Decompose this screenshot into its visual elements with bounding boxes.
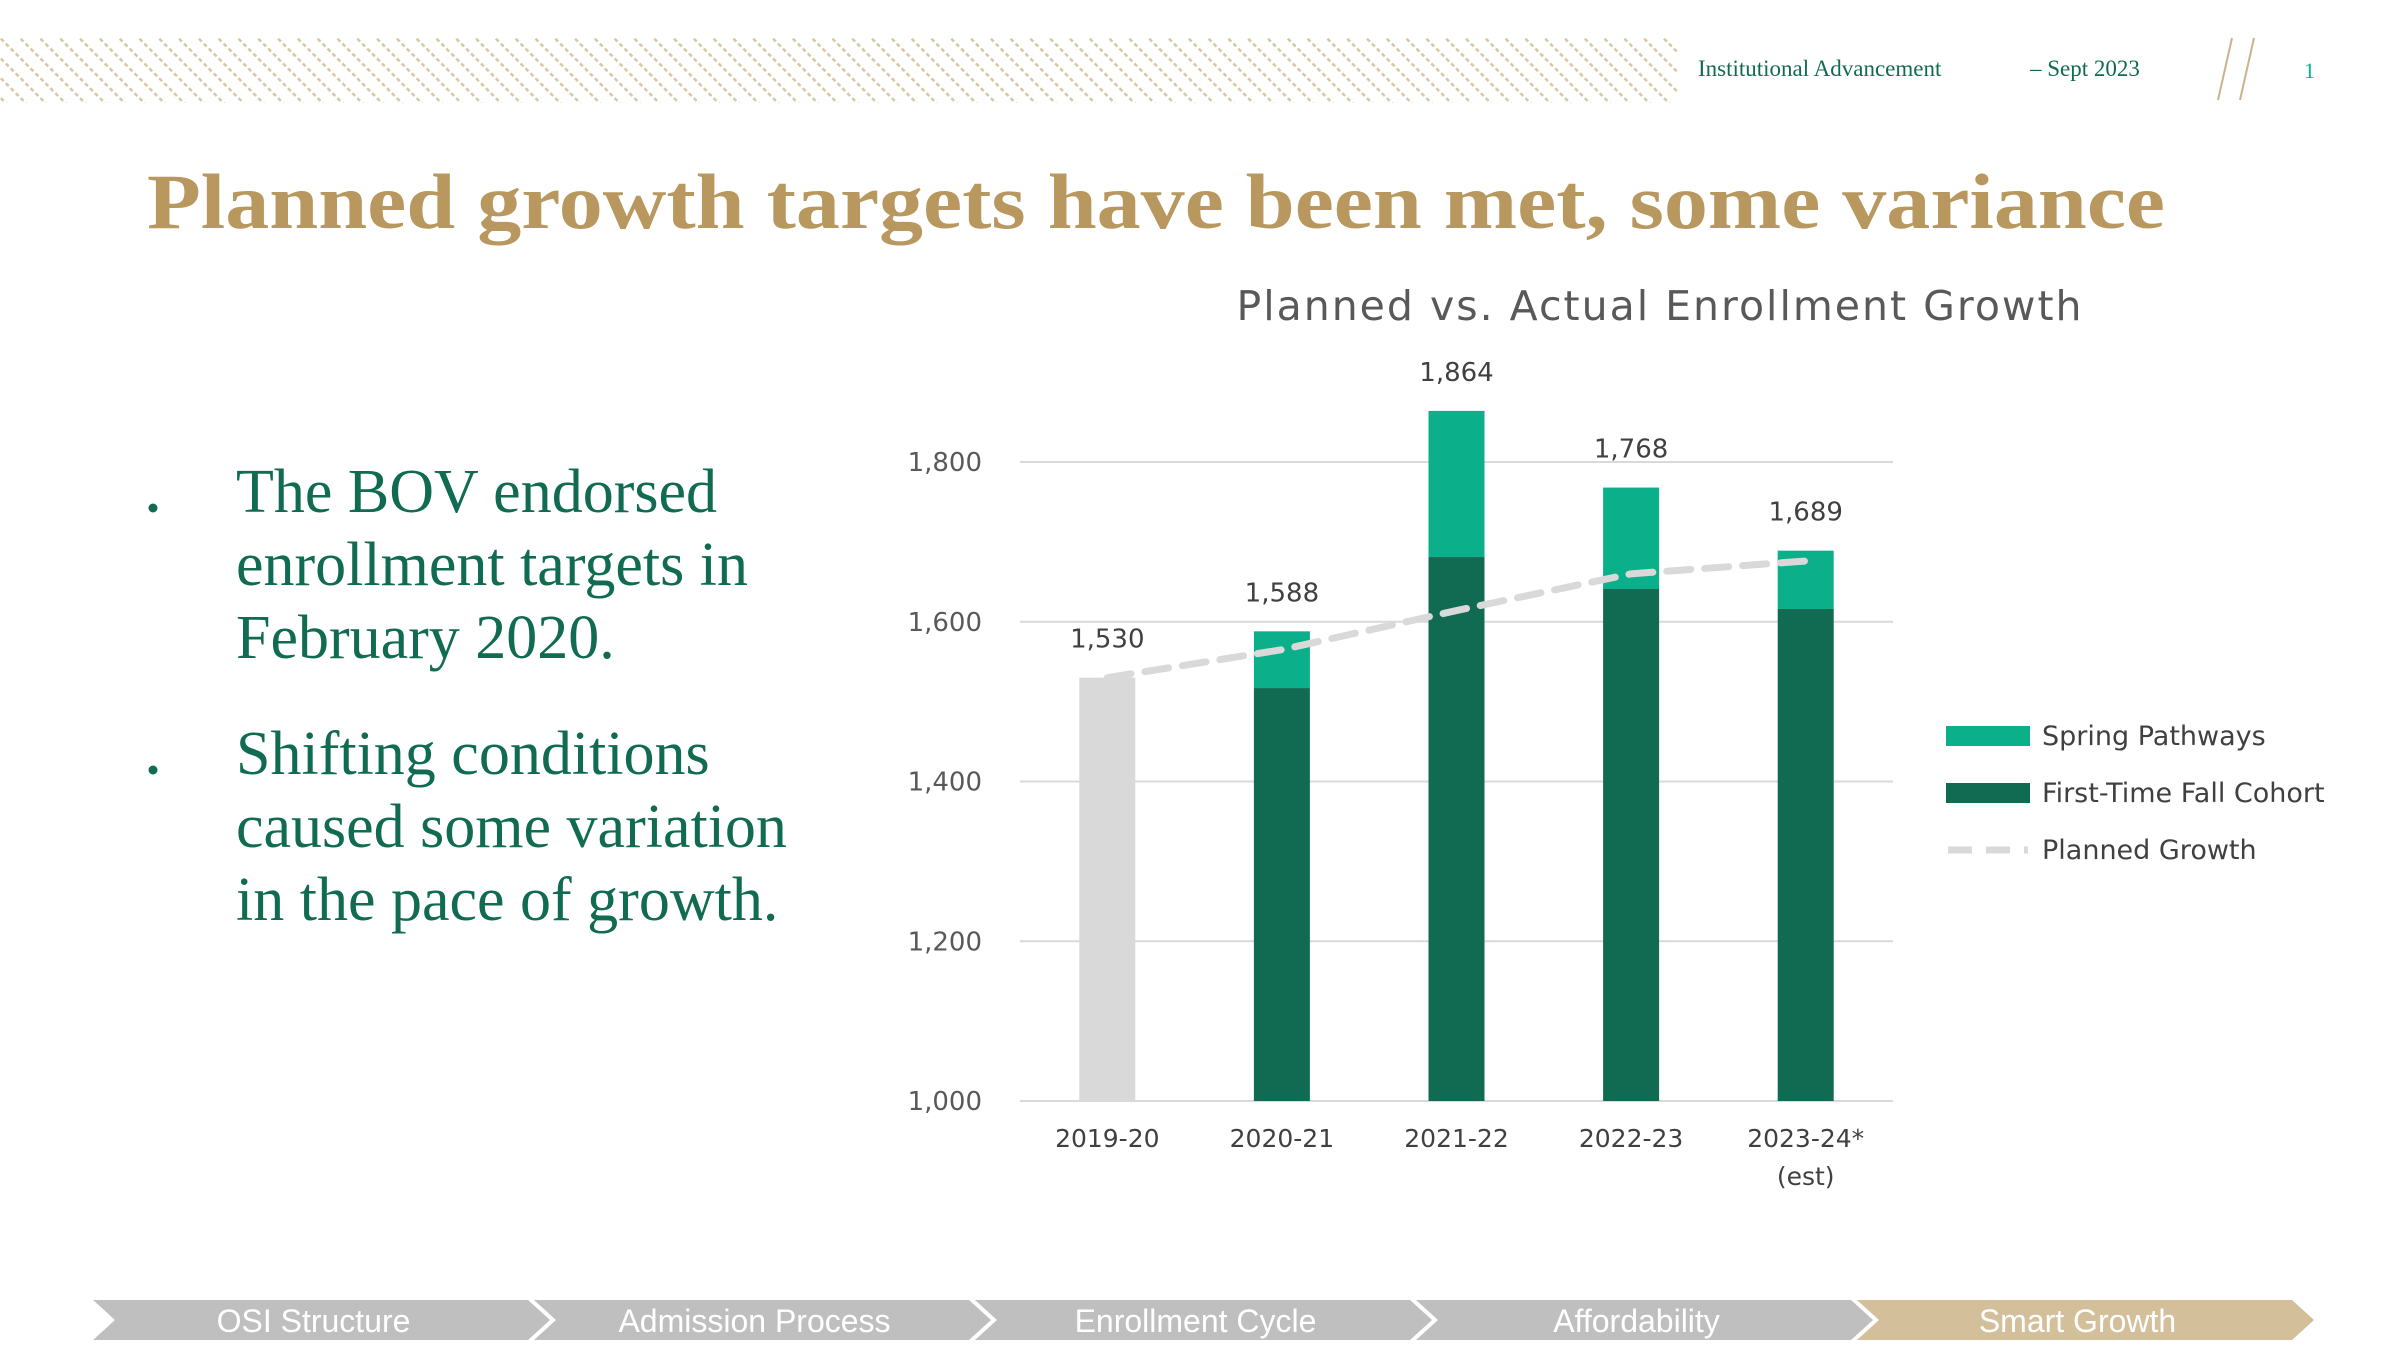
- page-number: 1: [2304, 58, 2315, 83]
- y-tick-label: 1,000: [908, 1087, 982, 1117]
- legend-swatch: [1946, 726, 2030, 746]
- nav-step[interactable]: [975, 1300, 1432, 1340]
- y-tick-label: 1,800: [908, 448, 982, 478]
- chart-title: Planned vs. Actual Enrollment Growth: [1236, 282, 2083, 330]
- bullet-dot: [148, 503, 158, 513]
- nav-bar: OSI Structure Admission Process Enrollment…: [93, 1300, 2314, 1340]
- header-org: Institutional Advancement: [1698, 56, 1942, 81]
- data-label: 1,530: [1070, 625, 1144, 655]
- bullet-text: Shifting conditions caused some variatio…: [236, 720, 787, 934]
- planned-line: [1103, 557, 1810, 682]
- nav-step[interactable]: [1857, 1300, 2314, 1340]
- x-tick-label: 2020-21: [1229, 1124, 1335, 1153]
- bar-segment: [1253, 688, 1310, 1101]
- data-label: 1,864: [1419, 358, 1493, 388]
- nav-label[interactable]: Admission Process: [618, 1303, 890, 1339]
- bar-segment: [1428, 557, 1485, 1101]
- header-slash: [2239, 37, 2255, 101]
- legend-label: First-Time Fall Cohort: [2042, 778, 2325, 809]
- chart: 1,000 1,200 1,400 1,600 1,800 1,530 1,588 1,864…: [908, 358, 2325, 1117]
- bar-segment: [1079, 677, 1136, 1101]
- bar-segment: [1428, 410, 1485, 558]
- bullet-dot: [148, 765, 158, 775]
- header-slash: [2217, 37, 2233, 101]
- legend-swatch: [1946, 783, 2030, 803]
- x-tick-label: 2021-22: [1404, 1124, 1509, 1153]
- bar-segment: [1777, 608, 1834, 1101]
- y-tick-label: 1,200: [908, 927, 982, 957]
- nav-label[interactable]: OSI Structure: [217, 1303, 411, 1339]
- slide-title: Planned growth targets have been met, so…: [147, 158, 2165, 245]
- header-date: – Sept 2023: [2029, 56, 2140, 81]
- nav-step[interactable]: [93, 1300, 550, 1340]
- nav-step[interactable]: [534, 1300, 991, 1340]
- bar-segment: [1603, 589, 1660, 1101]
- x-tick-label: 2019-20: [1055, 1124, 1160, 1153]
- x-tick-label: 2022-23: [1578, 1124, 1684, 1153]
- y-tick-label: 1,400: [908, 768, 982, 798]
- data-label: 1,768: [1594, 435, 1668, 465]
- data-label: 1,588: [1245, 578, 1319, 608]
- x-tick-label: 2023-24* (est): [1747, 1124, 1865, 1191]
- nav-label[interactable]: Affordability: [1553, 1303, 1720, 1339]
- bar-segment: [1253, 631, 1310, 689]
- legend-label: Planned Growth: [2042, 835, 2257, 866]
- nav-step[interactable]: [1416, 1300, 1873, 1340]
- bullet-text: The BOV endorsed enrollment targets in F…: [236, 458, 748, 672]
- header-band: [0, 38, 1678, 103]
- y-tick-label: 1,600: [908, 608, 982, 638]
- nav-label[interactable]: Smart Growth: [1979, 1303, 2176, 1339]
- nav-label[interactable]: Enrollment Cycle: [1075, 1303, 1317, 1339]
- data-label: 1,689: [1768, 498, 1842, 528]
- legend-label: Spring Pathways: [2042, 721, 2266, 752]
